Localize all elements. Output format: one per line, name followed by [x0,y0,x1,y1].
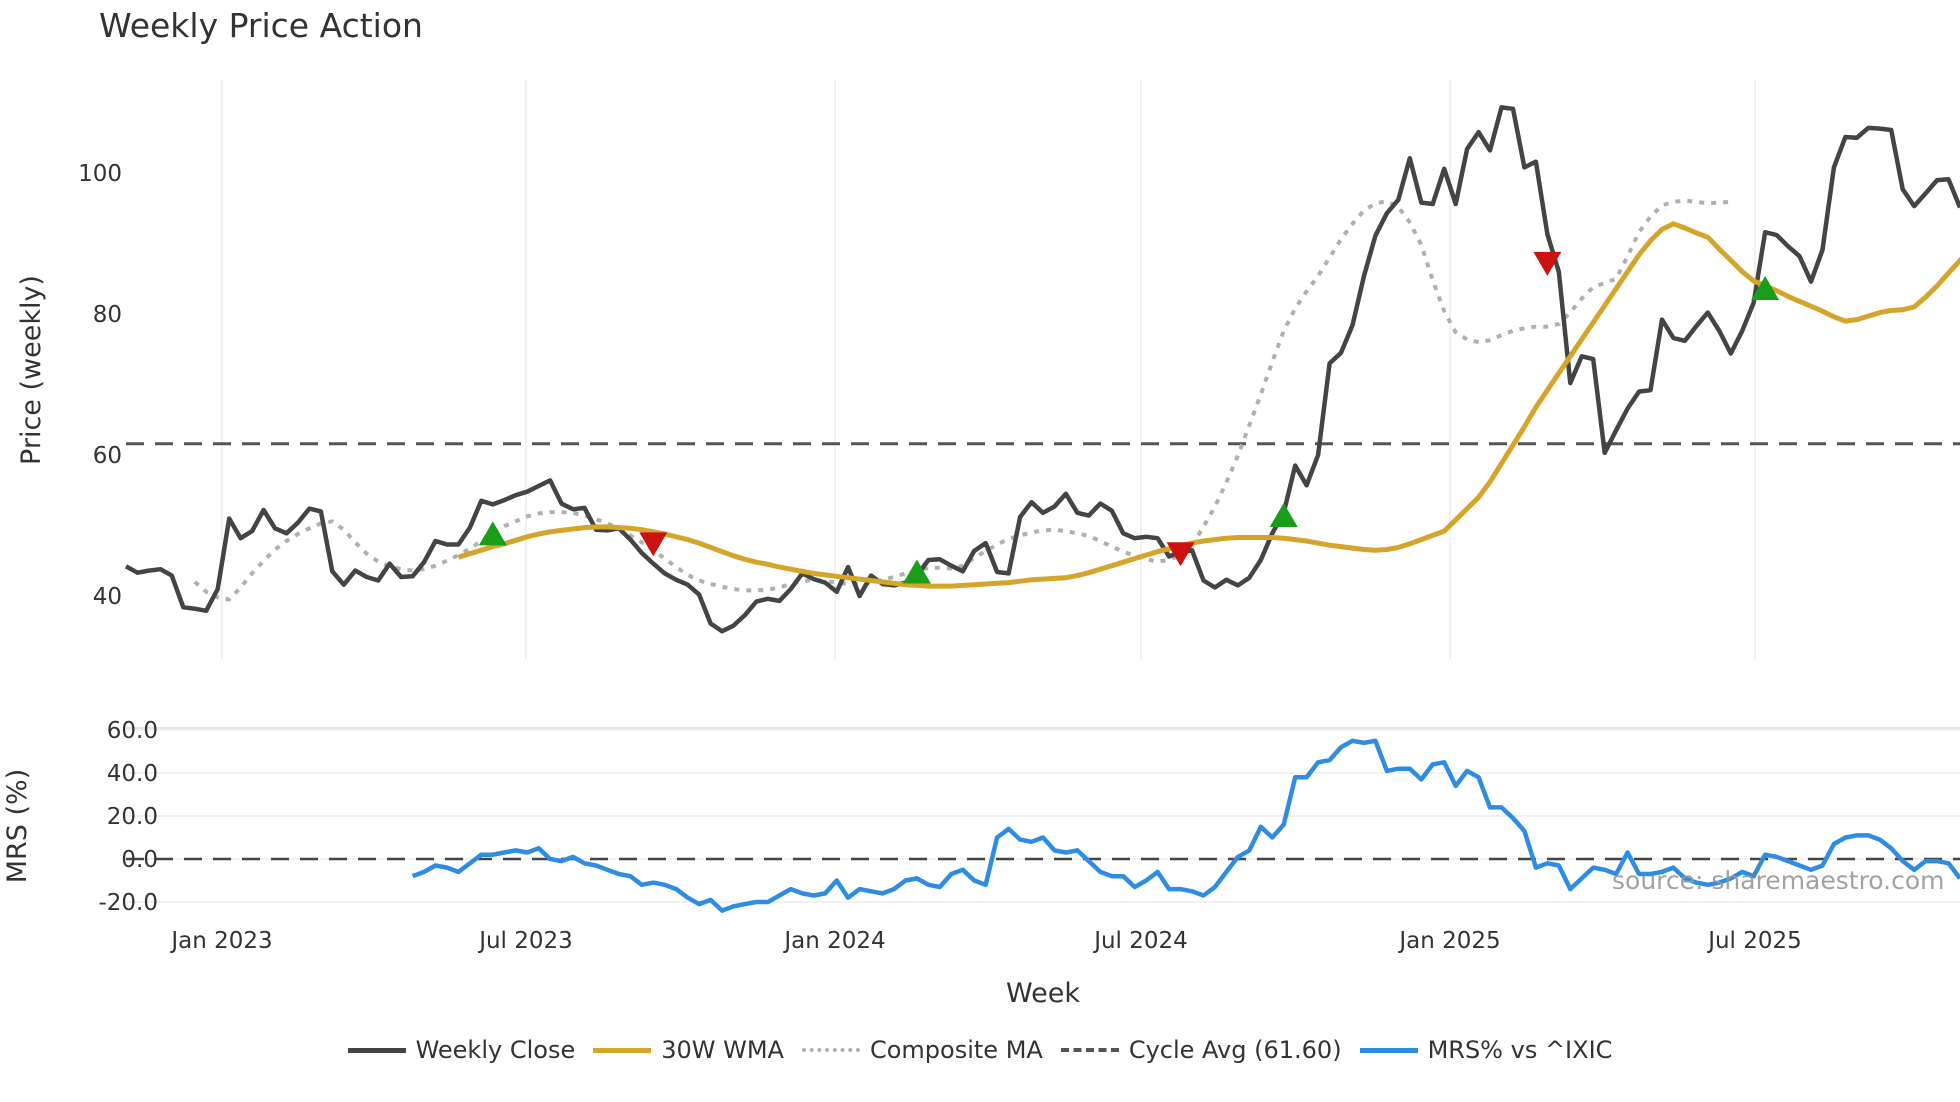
mrs-y-tick-label: -20.0 [98,890,158,916]
x-tick-label: Jan 2024 [782,928,885,954]
mrs-y-tick-label: 20.0 [107,804,158,830]
buy-signal-marker [1269,503,1298,528]
mrs-y-tick-label: 0.0 [121,847,158,873]
x-tick-label: Jul 2025 [1706,928,1802,954]
x-tick-label: Jul 2023 [477,928,573,954]
sell-signal-marker [1533,251,1562,276]
y-tick-label: 80 [93,302,122,328]
x-axis-label: Week [1006,978,1080,1009]
chart-title: Weekly Price Action [99,6,423,45]
legend-label: Composite MA [869,1036,1043,1064]
buy-signal-marker [478,521,507,546]
x-tick-label: Jan 2023 [169,928,272,954]
buy-signal-marker [902,559,931,584]
x-tick-label: Jan 2025 [1397,928,1500,954]
legend-swatch-icon [593,1047,652,1053]
legend-label: 30W WMA [661,1036,784,1064]
weekly-close-line [124,105,1960,634]
legend-swatch-icon [1359,1047,1418,1053]
axes: Jan 2023 Jul 2023 Jan 2024 Jul 2024 Jan 2025… [2,161,1802,1009]
legend-label: Cycle Avg (61.60) [1128,1036,1342,1064]
legend-item: 30W WMA [593,1036,784,1064]
legend-swatch-icon [1060,1048,1119,1052]
price-panel [124,105,1960,634]
legend-item: Composite MA [801,1036,1043,1064]
mrs-y-tick-label: 60.0 [107,718,158,744]
mrs-y-tick-label: 40.0 [107,761,158,787]
wma-line [457,221,1960,589]
legend-label: MRS% vs ^IXIC [1427,1036,1613,1064]
mrs-panel [126,738,1960,913]
mrs-axis-label: MRS (%) [2,769,33,884]
legend-swatch-icon [801,1048,860,1052]
y-tick-label: 40 [93,584,122,610]
legend-swatch-icon [347,1047,406,1053]
sell-signal-marker [1166,542,1195,567]
legend-item: MRS% vs ^IXIC [1359,1036,1613,1064]
grid-lines [126,80,1960,903]
legend-item: Weekly Close [347,1036,576,1064]
y-axis-label: Price (weekly) [16,275,47,465]
mrs-line [411,738,1960,913]
y-tick-label: 60 [93,443,122,469]
x-tick-label: Jul 2024 [1092,928,1188,954]
source-watermark: source: sharemaestro.com [1612,866,1945,895]
legend-label: Weekly Close [415,1036,576,1064]
composite-ma-line [193,198,1731,602]
buy-signal-marker [1751,276,1780,301]
legend-item: Cycle Avg (61.60) [1060,1036,1342,1064]
sell-signal-marker [639,532,668,557]
y-tick-label: 100 [78,161,122,187]
legend: Weekly Close 30W WMA Composite MA Cycle Avg… [0,1036,1960,1064]
